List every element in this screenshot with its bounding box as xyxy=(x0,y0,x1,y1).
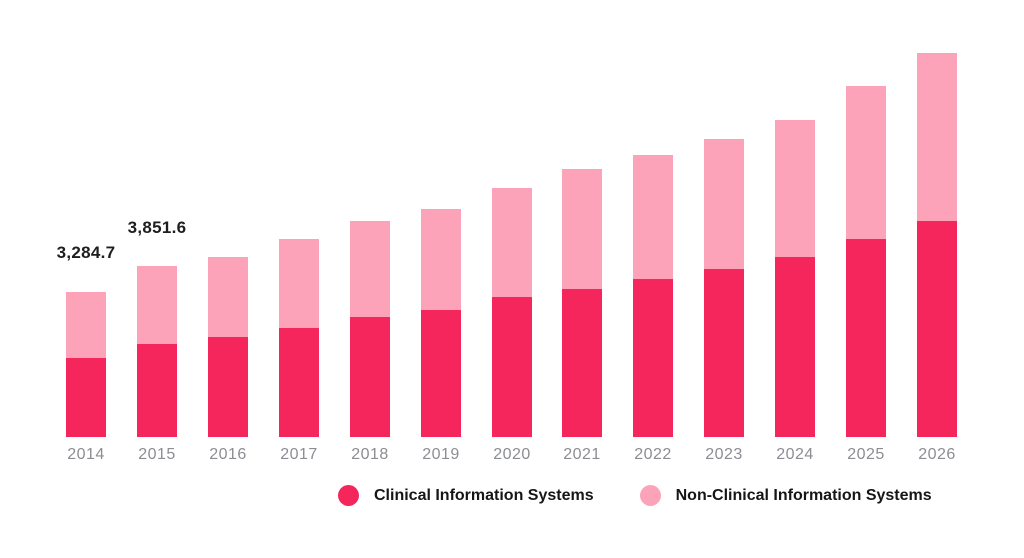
x-axis-label-2018: 2018 xyxy=(351,446,389,463)
bar-column-2026: 2026 xyxy=(917,53,957,463)
bar-stack-2014 xyxy=(66,291,106,437)
bar-2019-non-clinical-segment xyxy=(421,208,461,310)
bar-2015-clinical-segment xyxy=(137,344,177,437)
bar-2024-clinical-segment xyxy=(775,257,815,437)
bar-2014-clinical-segment xyxy=(66,357,106,437)
bar-stack-2019 xyxy=(421,208,461,437)
bar-2015-non-clinical-segment xyxy=(137,266,177,345)
bar-column-2020: 2020 xyxy=(492,187,532,463)
bar-column-2025: 2025 xyxy=(846,85,886,463)
bar-2024-non-clinical-segment xyxy=(775,119,815,258)
bar-2018-non-clinical-segment xyxy=(350,220,390,317)
bar-2014-non-clinical-segment xyxy=(66,291,106,358)
bar-2022-clinical-segment xyxy=(633,279,673,437)
data-label-2014: 3,284.7 xyxy=(56,243,116,263)
bar-2016-clinical-segment xyxy=(208,336,248,437)
bar-2025-clinical-segment xyxy=(846,238,886,437)
x-axis-label-2024: 2024 xyxy=(776,446,814,463)
bar-2022-non-clinical-segment xyxy=(633,155,673,280)
bar-column-2014: 3,284.7 2014 xyxy=(57,243,116,463)
bar-2023-non-clinical-segment xyxy=(704,138,744,269)
bar-2021-clinical-segment xyxy=(562,288,602,437)
legend: Clinical Information Systems Non-Clinica… xyxy=(338,485,932,506)
bar-stack-2015 xyxy=(137,266,177,437)
bar-stack-2024 xyxy=(775,119,815,437)
legend-label-clinical: Clinical Information Systems xyxy=(374,486,594,504)
x-axis-label-2014: 2014 xyxy=(67,446,105,463)
bar-2017-non-clinical-segment xyxy=(279,238,319,328)
x-axis-label-2016: 2016 xyxy=(209,446,247,463)
bar-stack-2023 xyxy=(704,138,744,437)
bar-column-2018: 2018 xyxy=(350,220,390,463)
bar-stack-2025 xyxy=(846,85,886,437)
legend-swatch-clinical xyxy=(338,485,359,506)
legend-item-non-clinical: Non-Clinical Information Systems xyxy=(639,485,932,506)
x-axis-label-2019: 2019 xyxy=(422,446,460,463)
legend-item-clinical: Clinical Information Systems xyxy=(338,485,594,506)
bar-column-2022: 2022 xyxy=(633,155,673,463)
x-axis-label-2015: 2015 xyxy=(138,446,176,463)
bar-stack-2018 xyxy=(350,220,390,437)
bar-column-2023: 2023 xyxy=(704,138,744,463)
bar-column-2021: 2021 xyxy=(562,169,602,463)
bar-2018-clinical-segment xyxy=(350,316,390,437)
bar-2021-non-clinical-segment xyxy=(562,169,602,289)
legend-label-non-clinical: Non-Clinical Information Systems xyxy=(675,486,932,504)
data-label-2015: 3,851.6 xyxy=(127,218,187,238)
x-axis-label-2026: 2026 xyxy=(918,446,956,463)
bar-stack-2026 xyxy=(917,53,957,437)
x-axis-label-2021: 2021 xyxy=(563,446,601,463)
bar-2019-clinical-segment xyxy=(421,309,461,437)
bar-stack-2021 xyxy=(562,169,602,437)
bar-column-2019: 2019 xyxy=(421,208,461,463)
bar-column-2016: 2016 xyxy=(208,257,248,463)
x-axis-label-2025: 2025 xyxy=(847,446,885,463)
x-axis-label-2020: 2020 xyxy=(493,446,531,463)
bar-stack-2016 xyxy=(208,257,248,437)
bar-2026-non-clinical-segment xyxy=(917,53,957,221)
x-axis-label-2017: 2017 xyxy=(280,446,318,463)
bar-stack-2020 xyxy=(492,187,532,437)
bar-2023-clinical-segment xyxy=(704,269,744,437)
bar-2026-clinical-segment xyxy=(917,220,957,437)
x-axis-label-2022: 2022 xyxy=(634,446,672,463)
bar-column-2024: 2024 xyxy=(775,119,815,463)
bar-stack-2017 xyxy=(279,238,319,437)
bar-stack-2022 xyxy=(633,155,673,437)
bar-2020-clinical-segment xyxy=(492,297,532,437)
bar-2020-non-clinical-segment xyxy=(492,187,532,298)
bar-2016-non-clinical-segment xyxy=(208,257,248,337)
bar-column-2015: 3,851.6 2015 xyxy=(128,218,187,463)
bar-2017-clinical-segment xyxy=(279,328,319,437)
bar-column-2017: 2017 xyxy=(279,238,319,463)
legend-swatch-non-clinical xyxy=(639,485,661,506)
bar-2025-non-clinical-segment xyxy=(846,85,886,239)
x-axis-label-2023: 2023 xyxy=(705,446,743,463)
